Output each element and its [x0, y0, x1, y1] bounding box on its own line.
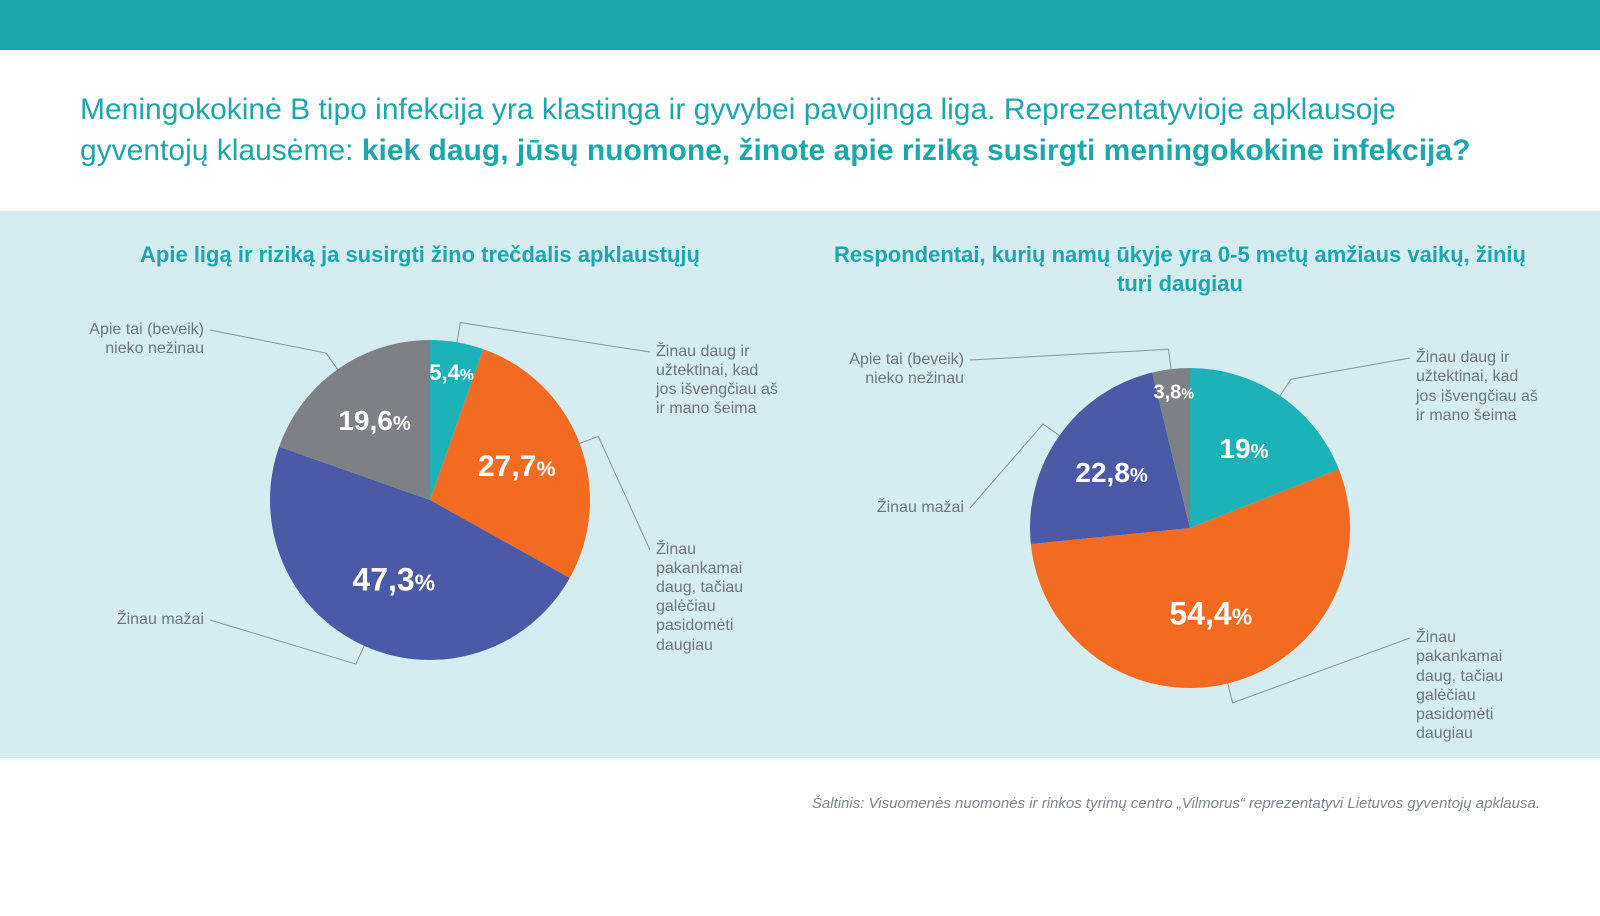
leader-line: [970, 349, 1171, 369]
intro-bold: kiek daug, jūsų nuomone, žinote apie riz…: [362, 134, 1471, 167]
pie-left: 5,4% 27,7% 47,3% 19,6% Žinau daug ir užtekti…: [60, 290, 780, 710]
chart-right-title: Respondentai, kurių namų ūkyje yra 0-5 m…: [820, 241, 1540, 298]
slice-pct: 3,8%: [1153, 382, 1194, 405]
slice-callout: Žinau pakankamai daug, tačiau galėčiau p…: [656, 540, 780, 655]
slice-pct: 5,4%: [429, 360, 474, 386]
charts-region: Apie ligą ir riziką ja susirgti žino tre…: [0, 211, 1600, 758]
leader-line: [1280, 358, 1410, 396]
slice-callout: Apie tai (beveik) nieko nežinau: [820, 350, 964, 388]
source-text: Šaltinis: Visuomenės nuomonės ir rinkos …: [812, 795, 1540, 812]
slice-callout: Žinau pakankamai daug, tačiau galėčiau p…: [1416, 628, 1540, 743]
slice-pct: 54,4%: [1169, 595, 1252, 632]
chart-left-title: Apie ligą ir riziką ja susirgti žino tre…: [60, 241, 780, 270]
slice-pct: 19%: [1219, 433, 1268, 465]
leader-line: [457, 322, 650, 351]
pie-right: 19% 54,4% 22,8% 3,8% Žinau daug ir užtektina…: [820, 318, 1540, 738]
slice-pct: 19,6%: [338, 405, 410, 437]
top-bar: [0, 0, 1600, 50]
slice-callout: Žinau mažai: [117, 610, 204, 629]
slice-callout: Žinau daug ir užtektinai, kad jos išveng…: [1416, 348, 1540, 425]
intro-text: Meningokokinė B tipo infekcija yra klast…: [80, 90, 1520, 171]
leader-line: [210, 330, 338, 369]
slice-pct: 27,7%: [478, 450, 556, 484]
slice-pct: 47,3%: [352, 561, 435, 598]
chart-left: Apie ligą ir riziką ja susirgti žino tre…: [60, 241, 780, 738]
slice-callout: Žinau daug ir užtektinai, kad jos išveng…: [656, 342, 780, 419]
slice-callout: Apie tai (beveik) nieko nežinau: [60, 320, 204, 358]
leader-line: [580, 436, 650, 550]
slice-pct: 22,8%: [1075, 457, 1147, 489]
intro-block: Meningokokinė B tipo infekcija yra klast…: [0, 50, 1600, 211]
chart-right: Respondentai, kurių namų ūkyje yra 0-5 m…: [820, 241, 1540, 738]
slice-callout: Žinau mažai: [877, 498, 964, 517]
charts-outer: Apie ligą ir riziką ja susirgti žino tre…: [0, 211, 1600, 802]
